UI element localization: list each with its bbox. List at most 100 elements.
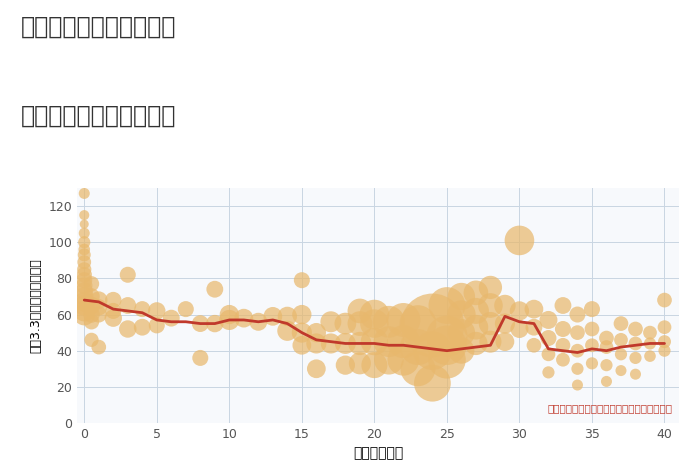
Point (78, 238, 90, 246)
Text: 千葉県四街道市和良比の: 千葉県四街道市和良比の (21, 14, 176, 38)
Point (630, 325, 641, 333)
Point (499, 302, 510, 309)
Point (151, 307, 162, 315)
Point (78, 311, 90, 318)
Point (238, 314, 249, 322)
Point (195, 320, 206, 327)
Point (78, 220, 90, 228)
Point (78, 212, 90, 219)
Point (78, 271, 90, 279)
Point (398, 338, 409, 345)
Point (412, 365, 423, 373)
Point (412, 320, 423, 327)
Point (369, 311, 380, 318)
Point (456, 311, 467, 318)
Point (470, 289, 482, 297)
Point (180, 306, 191, 313)
Point (340, 361, 351, 369)
Point (86, 302, 97, 309)
Point (470, 323, 482, 331)
Point (224, 311, 235, 318)
Point (93, 311, 104, 318)
Point (311, 365, 322, 373)
Point (441, 356, 452, 363)
Point (311, 340, 322, 347)
Point (78, 298, 90, 306)
Point (456, 293, 467, 300)
Point (485, 302, 496, 309)
Point (514, 237, 525, 244)
Point (209, 320, 220, 327)
Point (93, 343, 104, 351)
Point (224, 316, 235, 324)
Point (427, 347, 438, 354)
Point (93, 304, 104, 311)
Point (281, 313, 293, 320)
Point (557, 325, 568, 333)
Point (572, 329, 583, 337)
Point (136, 323, 148, 331)
Point (499, 320, 510, 327)
Point (587, 360, 598, 367)
Point (267, 313, 279, 320)
Point (470, 307, 482, 315)
Point (354, 320, 365, 327)
Point (542, 334, 554, 342)
Point (78, 246, 90, 253)
X-axis label: 築年数（年）: 築年数（年） (353, 446, 403, 461)
Point (369, 361, 380, 369)
Point (108, 314, 119, 322)
Point (78, 229, 90, 237)
Point (542, 351, 554, 358)
Point (542, 316, 554, 324)
Point (78, 287, 90, 295)
Point (166, 314, 177, 322)
Point (485, 284, 496, 291)
Point (78, 282, 90, 290)
Point (645, 352, 656, 360)
Point (412, 343, 423, 351)
Point (645, 329, 656, 337)
Point (384, 356, 395, 363)
Point (281, 327, 293, 335)
Point (485, 338, 496, 345)
Point (557, 342, 568, 349)
Point (398, 356, 409, 363)
Point (86, 311, 97, 318)
Point (209, 285, 220, 293)
Point (615, 367, 626, 374)
Point (427, 321, 438, 329)
Point (514, 307, 525, 315)
Point (86, 293, 97, 300)
Point (601, 334, 612, 342)
Point (441, 342, 452, 349)
Y-axis label: 坪（3.3㎡）単価（万円）: 坪（3.3㎡）単価（万円） (29, 258, 43, 353)
Point (587, 342, 598, 349)
Point (326, 340, 337, 347)
Point (136, 306, 148, 313)
Point (311, 329, 322, 337)
Point (659, 296, 670, 304)
Point (470, 340, 482, 347)
Point (630, 370, 641, 378)
Point (195, 354, 206, 362)
Point (557, 302, 568, 309)
Point (601, 378, 612, 385)
Point (108, 296, 119, 304)
Point (340, 320, 351, 327)
Point (630, 340, 641, 347)
Point (78, 266, 90, 273)
Point (369, 320, 380, 327)
Point (528, 342, 540, 349)
Point (542, 368, 554, 376)
Point (572, 381, 583, 389)
Point (572, 311, 583, 318)
Point (122, 271, 134, 279)
Point (108, 307, 119, 315)
Point (354, 307, 365, 315)
Text: 円の大きさは、取引のあった物件面積を示す: 円の大きさは、取引のあった物件面積を示す (548, 404, 673, 414)
Point (122, 302, 134, 309)
Point (485, 320, 496, 327)
Point (441, 332, 452, 340)
Point (340, 340, 351, 347)
